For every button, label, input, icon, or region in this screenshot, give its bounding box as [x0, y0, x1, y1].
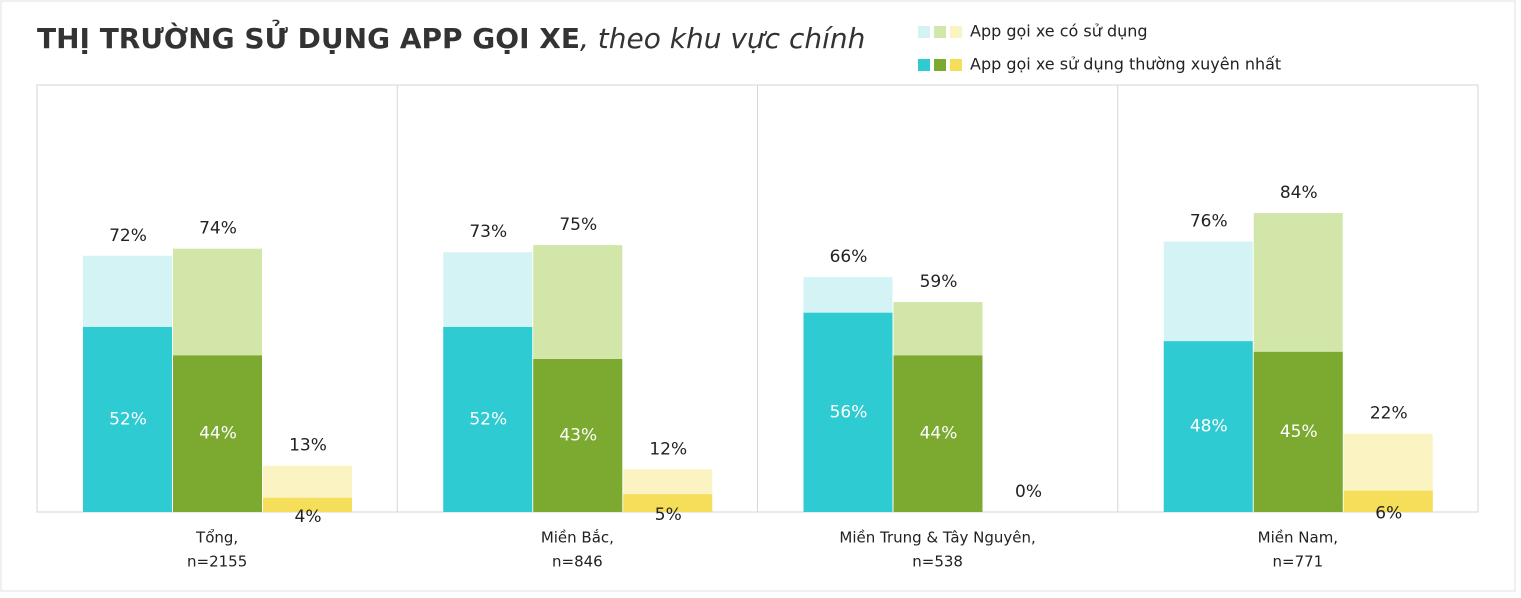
value-label: 44%	[920, 424, 958, 444]
value-label: 4%	[295, 507, 322, 527]
legend-label: App gọi xe sử dụng thường xuyên nhất	[970, 55, 1281, 74]
x-tick-label: Tổng,	[195, 529, 238, 547]
value-label: 56%	[830, 402, 868, 422]
bar-most-used	[1163, 341, 1253, 512]
legend-swatch	[918, 26, 930, 38]
bar-most-used	[83, 326, 172, 512]
x-tick-note: n=846	[552, 553, 603, 571]
value-label: 43%	[559, 425, 597, 445]
x-tick-note: n=2155	[187, 553, 247, 571]
title: THỊ TRƯỜNG SỬ DỤNG APP GỌI XE	[37, 17, 580, 55]
bar-most-used	[1343, 490, 1433, 512]
value-label: 44%	[199, 424, 237, 444]
value-label: 45%	[1280, 422, 1318, 442]
legend-swatch	[918, 59, 930, 71]
x-tick-label: Miền Nam,	[1258, 529, 1338, 547]
value-label: 12%	[649, 439, 687, 459]
bar-most-used	[443, 326, 533, 512]
x-tick-label: Miền Trung & Tây Nguyên,	[839, 529, 1035, 547]
value-label: 22%	[1370, 404, 1408, 424]
value-label: 73%	[469, 222, 507, 242]
value-label: 76%	[1190, 212, 1228, 232]
bar-most-used	[1253, 351, 1343, 512]
legend-swatch	[934, 26, 946, 38]
value-label: 5%	[655, 505, 682, 525]
x-tick-note: n=771	[1273, 553, 1324, 571]
value-label: 6%	[1375, 503, 1402, 523]
bar-most-used	[263, 497, 352, 512]
bar-most-used	[533, 358, 623, 512]
value-label: 13%	[289, 436, 327, 456]
chart-title: THỊ TRƯỜNG SỬ DỤNG APP GỌI XE, theo khu …	[37, 17, 865, 55]
legend-swatch	[934, 59, 946, 71]
bar-most-used	[173, 355, 262, 512]
x-tick-note: n=538	[912, 553, 963, 571]
bar-most-used	[623, 494, 713, 512]
value-label: 0%	[1015, 482, 1042, 502]
x-tick-label: Miền Bắc,	[541, 529, 614, 547]
legend-swatch	[950, 26, 962, 38]
value-label: 52%	[109, 409, 147, 429]
value-label: 52%	[469, 409, 507, 429]
subtitle: , theo khu vực chính	[580, 22, 865, 55]
bar-most-used	[893, 355, 983, 512]
value-label: 72%	[109, 226, 147, 246]
value-label: 66%	[830, 247, 868, 267]
legend-label: App gọi xe có sử dụng	[970, 22, 1148, 41]
bar-most-used	[803, 312, 893, 512]
legend-swatch	[950, 59, 962, 71]
value-label: 84%	[1280, 183, 1318, 203]
value-label: 75%	[559, 215, 597, 235]
value-label: 48%	[1190, 417, 1228, 437]
value-label: 59%	[920, 272, 958, 292]
value-label: 74%	[199, 219, 237, 239]
